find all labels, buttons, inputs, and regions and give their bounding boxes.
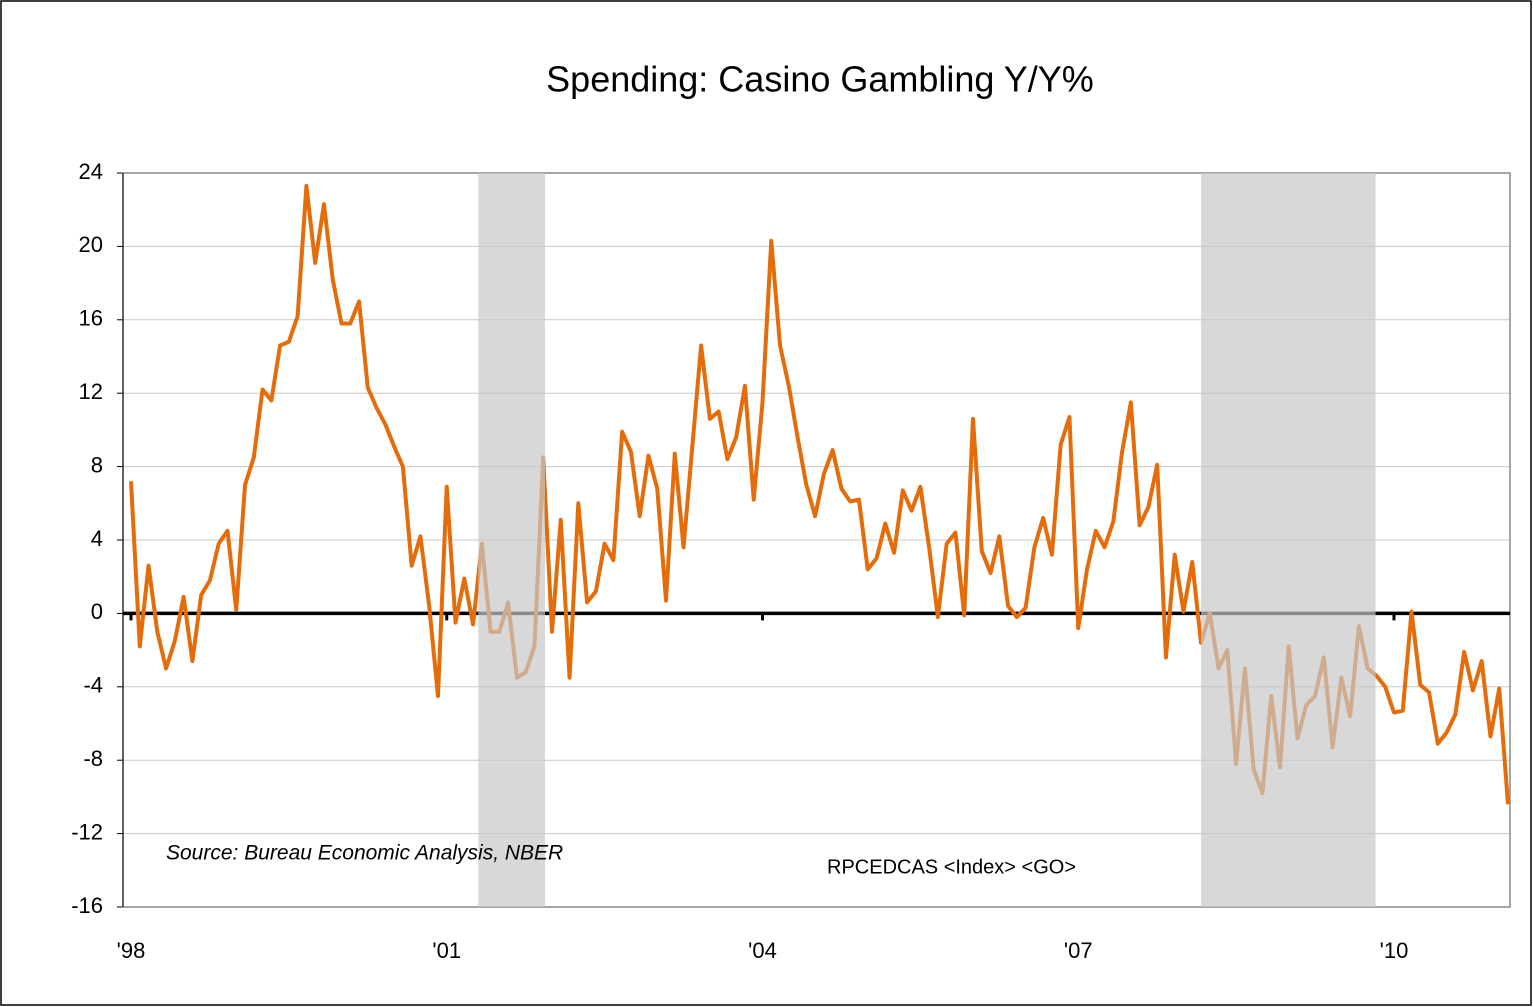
y-tick-label: 20 xyxy=(79,232,103,257)
x-tick-label: '98 xyxy=(117,938,146,963)
y-tick-label: 8 xyxy=(91,452,103,477)
y-tick-label: -12 xyxy=(71,819,103,844)
chart-title: Spending: Casino Gambling Y/Y% xyxy=(546,59,1094,100)
x-tick-label: '04 xyxy=(748,938,777,963)
y-tick-label: 12 xyxy=(79,379,103,404)
y-tick-label: 24 xyxy=(79,159,103,184)
y-tick-label: -16 xyxy=(71,893,103,918)
x-tick-label: '01 xyxy=(432,938,461,963)
plot-area: -16 -12 -8 -4 0 4 8 12 16 20 24 '98 '01 '04 '07 '10 xyxy=(71,159,1511,963)
recession-band xyxy=(478,173,545,907)
y-tick-label: -4 xyxy=(83,673,103,698)
ticker-note: RPCEDCAS <Index> <GO> xyxy=(827,856,1076,878)
recession-band xyxy=(1201,173,1376,907)
x-tick-label: '07 xyxy=(1064,938,1093,963)
y-tick-label: 16 xyxy=(79,306,103,331)
y-tick-label: -8 xyxy=(83,746,103,771)
y-tick-label: 0 xyxy=(91,599,103,624)
y-tick-label: 4 xyxy=(91,526,103,551)
x-tick-label: '10 xyxy=(1380,938,1409,963)
source-note: Source: Bureau Economic Analysis, NBER xyxy=(166,842,563,865)
